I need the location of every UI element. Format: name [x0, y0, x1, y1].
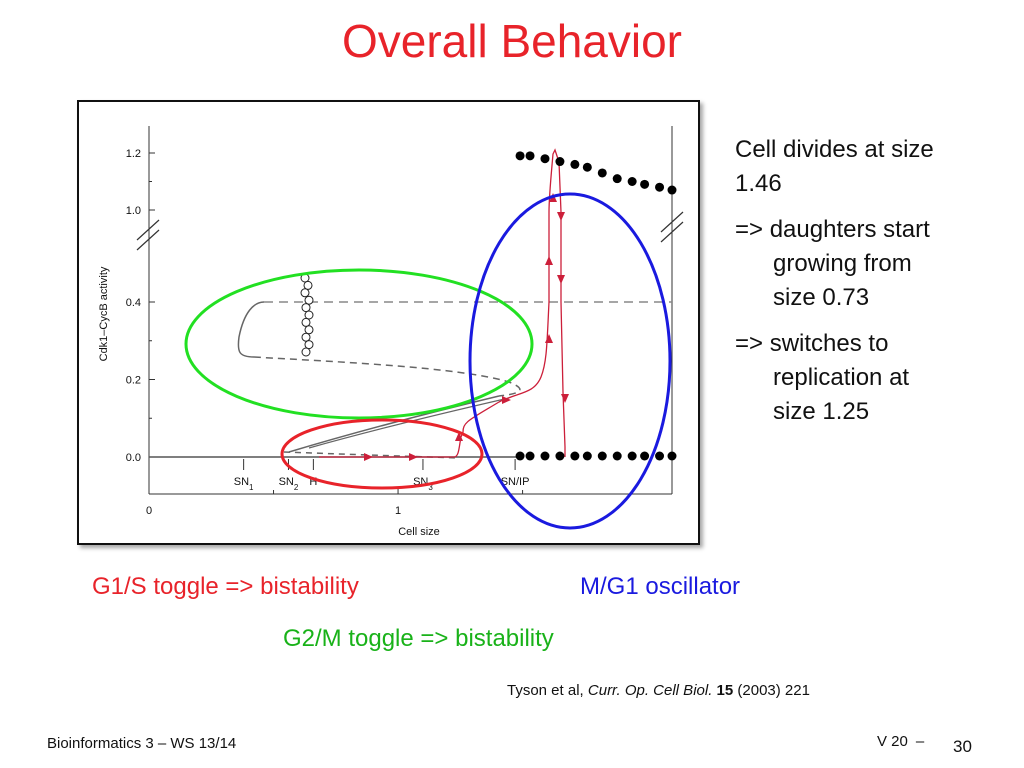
footer-dash: –: [915, 733, 925, 750]
hopf-open-circle: [300, 288, 310, 298]
y-tick-label: 0.0: [126, 452, 141, 464]
hopf-open-circle: [303, 280, 313, 290]
oscillation-max-dot: [570, 159, 580, 169]
hopf-open-circle: [304, 325, 314, 335]
page-number: 30: [953, 737, 972, 756]
hopf-open-circle: [304, 310, 314, 320]
bullet-2-line3: size 0.73: [773, 284, 870, 311]
g1s-stable-lower-curve-2: [308, 397, 510, 449]
citation-rest: (2003) 221: [737, 682, 810, 699]
bifurcation-label: SN/IP: [501, 476, 530, 488]
bullet-1-line2: 1.46: [735, 170, 782, 197]
y-tick-label: 0.2: [126, 375, 141, 387]
trajectory-arrowhead: [545, 334, 553, 343]
x-tick-label: 0: [146, 505, 152, 517]
hopf-open-circle: [304, 295, 314, 305]
oscillation-max-dot: [555, 157, 565, 167]
oscillation-min-dot: [627, 451, 637, 461]
oscillation-max-dot: [667, 185, 677, 195]
g2m-ellipse: [184, 268, 534, 420]
oscillation-min-dot: [612, 451, 622, 461]
g1s-toggle-label: G1/S toggle => bistability: [92, 573, 359, 600]
oscillation-max-dot: [640, 179, 650, 189]
hopf-open-circle: [301, 317, 311, 327]
oscillation-max-dot: [525, 151, 535, 161]
oscillation-min-dot: [555, 451, 565, 461]
oscillation-min-dot: [582, 451, 592, 461]
oscillation-max-dot: [582, 162, 592, 172]
bullet-2: => daughters start growing from size 0.7…: [735, 213, 1005, 315]
bullet-3-line3: size 1.25: [773, 398, 870, 425]
oscillation-min-dot: [515, 451, 525, 461]
g1s-ellipse: [280, 418, 484, 490]
bullet-2-line1: => daughters start: [735, 216, 930, 243]
footer-course: Bioinformatics 3 – WS 13/14: [47, 735, 237, 752]
trajectory-arrowhead: [561, 394, 569, 403]
g1s-stable-upper: [237, 301, 265, 358]
g1s-stable-lower-curve: [288, 395, 500, 453]
y-tick-label: 1.2: [126, 148, 141, 160]
x-axis-label: Cell size: [398, 526, 440, 538]
trajectory-arrowhead: [545, 256, 553, 265]
g2m-toggle-label: G2/M toggle => bistability: [283, 625, 554, 652]
slide-title: Overall Behavior: [341, 15, 683, 67]
trajectory-arrowhead: [502, 396, 511, 404]
y-axis-label: Cdk1–CycB activity: [98, 266, 110, 361]
oscillation-min-dot: [655, 451, 665, 461]
x-tick-label: 1: [395, 505, 401, 517]
g1s-unstable-middle: [253, 356, 521, 397]
trajectory-arrowhead: [557, 275, 565, 284]
oscillation-max-dot: [655, 182, 665, 192]
trajectory-arrowhead: [409, 453, 418, 461]
bullet-1-line1: Cell divides at size: [735, 136, 934, 163]
axis-break-right: [660, 211, 684, 243]
axis-break-left: [136, 219, 160, 251]
oscillation-min-dot: [667, 451, 677, 461]
mg1-ellipse: [468, 192, 672, 530]
hopf-open-circle: [301, 347, 311, 357]
oscillation-min-dot: [570, 451, 580, 461]
y-tick-label: 0.4: [126, 297, 141, 309]
oscillation-min-dot: [597, 451, 607, 461]
trajectory-arrowhead: [557, 212, 565, 221]
oscillation-max-dot: [515, 151, 525, 161]
bifurcation-label: H: [309, 476, 317, 488]
oscillation-min-dot: [540, 451, 550, 461]
bullet-3-line1: => switches to: [735, 330, 889, 357]
oscillation-max-dot: [612, 174, 622, 184]
citation-authors: Tyson et al,: [507, 682, 584, 699]
oscillation-max-dot: [597, 168, 607, 178]
y-tick-label: 1.0: [126, 205, 141, 217]
hopf-open-circle: [301, 303, 311, 313]
oscillation-min-dot: [640, 451, 650, 461]
trajectory-arrowhead: [455, 432, 463, 441]
hopf-open-circle: [304, 340, 314, 350]
bullet-2-line2: growing from: [773, 250, 912, 277]
bullet-list: Cell divides at size 1.46 => daughters s…: [735, 133, 1005, 441]
oscillation-max-dot: [627, 177, 637, 186]
mg1-oscillator-label: M/G1 oscillator: [580, 573, 741, 600]
bifurcation-label: SN1: [234, 476, 254, 492]
citation-journal: Curr. Op. Cell Biol.: [587, 682, 713, 699]
bullet-3-line2: replication at: [773, 364, 910, 391]
citation-volume: 15: [716, 682, 734, 699]
oscillation-min-dot: [525, 451, 535, 461]
bullet-3: => switches to replication at size 1.25: [735, 327, 1005, 429]
bifurcation-label: SN2: [279, 476, 299, 492]
citation: Tyson et al, Curr. Op. Cell Biol. 15 (20…: [507, 682, 810, 699]
footer-version-text: V 20: [877, 733, 908, 750]
trajectory-arrowhead: [364, 453, 373, 461]
trajectory-arrows: [364, 193, 569, 461]
bullet-1: Cell divides at size 1.46: [735, 133, 1005, 201]
oscillation-max-dot: [540, 154, 550, 164]
trajectory-path: [319, 148, 566, 458]
hopf-open-circle: [301, 332, 311, 342]
footer-version: V 20–: [877, 733, 932, 750]
